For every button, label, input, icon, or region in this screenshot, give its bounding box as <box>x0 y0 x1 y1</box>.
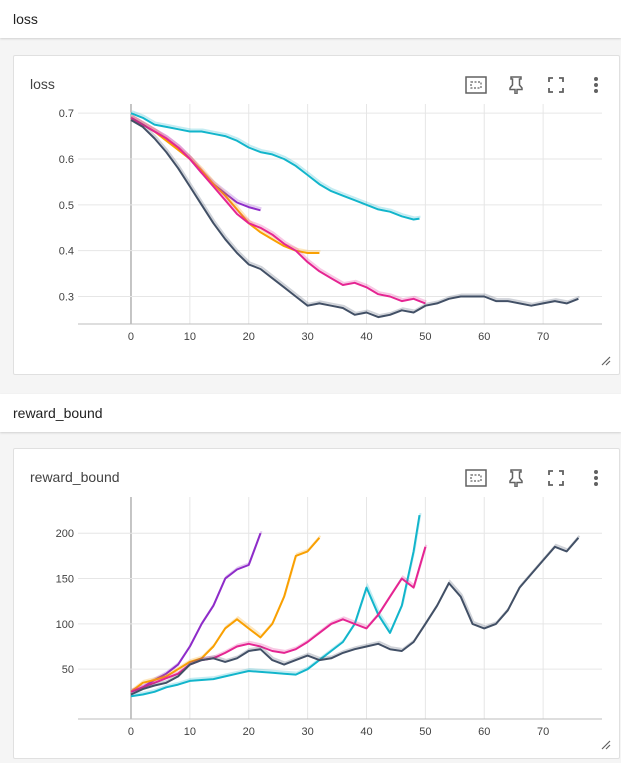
more-options-button[interactable] <box>583 72 609 98</box>
x-tick-label: 30 <box>301 726 313 738</box>
y-tick-label: 0.5 <box>59 200 74 212</box>
loss-chart[interactable]: 0 10 20 30 40 50 60 70 0.3 0.4 0.5 0.6 0.7 <box>14 56 619 374</box>
series-line[interactable] <box>130 112 420 221</box>
x-tick-label: 60 <box>478 726 490 738</box>
more-options-button[interactable] <box>583 465 609 491</box>
series-raw-line <box>131 114 262 210</box>
fit-domain-button[interactable] <box>463 465 489 491</box>
chart-card-loss: loss 0 10 20 30 40 50 60 70 0.3 0.4 0.5 0.6 0.7 <box>13 55 620 375</box>
x-tick-label: 50 <box>419 331 431 343</box>
y-tick-label: 50 <box>62 664 74 676</box>
series-line[interactable] <box>130 532 262 693</box>
fit-domain-button[interactable] <box>463 72 489 98</box>
more-vert-icon <box>594 470 598 486</box>
chart-toolbar <box>463 465 609 491</box>
series-line[interactable] <box>130 116 426 305</box>
y-tick-label: 0.3 <box>59 292 74 304</box>
fullscreen-icon <box>548 77 564 93</box>
x-tick-label: 20 <box>243 331 255 343</box>
fullscreen-button[interactable] <box>543 465 569 491</box>
chart-title: loss <box>30 76 55 92</box>
y-tick-label: 0.7 <box>59 108 74 120</box>
pin-icon <box>509 469 523 487</box>
x-tick-label: 20 <box>243 726 255 738</box>
x-tick-label: 0 <box>128 331 134 343</box>
x-tick-label: 50 <box>419 726 431 738</box>
pin-button[interactable] <box>503 72 529 98</box>
fullscreen-icon <box>548 470 564 486</box>
fullscreen-button[interactable] <box>543 72 569 98</box>
series-raw-line <box>131 530 263 691</box>
x-tick-label: 0 <box>128 726 134 738</box>
series-raw-line <box>131 512 422 696</box>
pin-button[interactable] <box>503 465 529 491</box>
x-tick-label: 10 <box>184 331 196 343</box>
section-title: loss <box>13 11 38 27</box>
y-tick-label: 0.4 <box>59 246 74 258</box>
reward-bound-chart[interactable]: 0 10 20 30 40 50 60 70 50 100 150 200 <box>14 449 619 758</box>
chart-title: reward_bound <box>30 469 120 485</box>
section-title: reward_bound <box>13 405 103 421</box>
x-tick-label: 10 <box>184 726 196 738</box>
series-line[interactable] <box>130 514 421 698</box>
y-tick-label: 150 <box>56 574 74 586</box>
series-raw-line <box>131 114 427 303</box>
series-line[interactable] <box>130 119 579 319</box>
series-line[interactable] <box>130 546 427 693</box>
x-tick-label: 40 <box>360 726 372 738</box>
resize-icon[interactable] <box>601 740 611 750</box>
more-vert-icon <box>594 77 598 93</box>
series-line[interactable] <box>130 537 321 693</box>
y-tick-label: 0.6 <box>59 154 74 166</box>
x-tick-label: 60 <box>478 331 490 343</box>
x-tick-label: 70 <box>537 726 549 738</box>
y-tick-label: 200 <box>56 528 74 540</box>
chart-toolbar <box>463 72 609 98</box>
resize-icon[interactable] <box>601 356 611 366</box>
section-header-reward-bound[interactable]: reward_bound <box>0 394 621 432</box>
series-line[interactable] <box>130 537 580 696</box>
series-raw-line <box>131 117 580 317</box>
section-header-loss[interactable]: loss <box>0 0 621 38</box>
chart-card-reward-bound: reward_bound 0 10 20 30 40 50 60 70 50 100 150 200 <box>13 448 620 759</box>
pin-icon <box>509 76 523 94</box>
y-tick-label: 100 <box>56 619 74 631</box>
fit-domain-icon <box>465 469 487 487</box>
x-tick-label: 40 <box>360 331 372 343</box>
series-raw-line <box>131 535 322 691</box>
fit-domain-icon <box>465 76 487 94</box>
x-tick-label: 30 <box>301 331 313 343</box>
series-raw-line <box>131 110 421 219</box>
series-line[interactable] <box>130 116 320 254</box>
x-tick-label: 70 <box>537 331 549 343</box>
